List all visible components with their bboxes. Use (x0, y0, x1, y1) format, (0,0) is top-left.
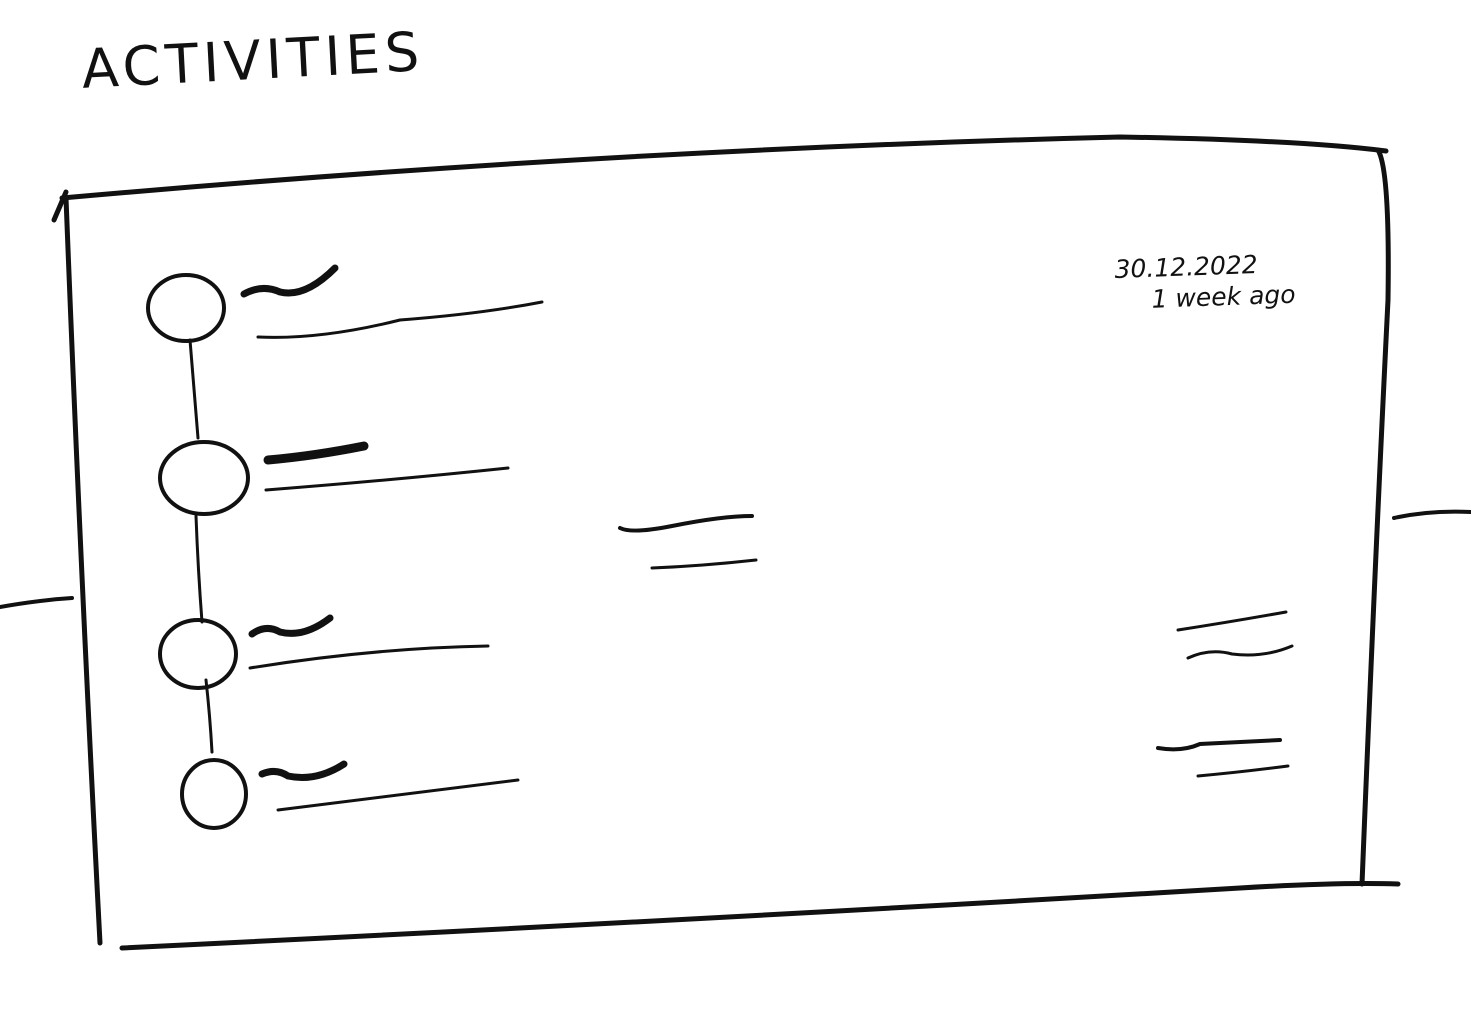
background-line-right (1392, 509, 1471, 520)
item-title-line (248, 614, 334, 638)
timeline-item[interactable] (176, 752, 526, 832)
item-description-line (264, 466, 510, 492)
timeline-item[interactable] (154, 436, 514, 522)
item-title-line (240, 264, 339, 298)
background-line-left (0, 596, 74, 609)
item-title-line (263, 441, 369, 465)
item-title-line (258, 760, 348, 781)
item-description-line (256, 300, 544, 339)
activity-card-frame (51, 134, 1401, 951)
timeline-node-icon (180, 758, 248, 830)
right-text-placeholder (1170, 604, 1300, 666)
timeline-node-icon (146, 273, 226, 343)
activity-meta: 30.12.2022 1 week ago (1114, 247, 1326, 317)
right-text-placeholder (1152, 730, 1298, 786)
activity-date: 30.12.2022 (1114, 250, 1259, 284)
center-text-placeholder (612, 506, 764, 578)
timeline-node-icon (158, 618, 238, 690)
item-description-line (248, 644, 490, 670)
item-description-line (276, 778, 520, 812)
timeline-item[interactable] (154, 610, 494, 694)
timeline-item[interactable] (140, 258, 550, 348)
timeline-node-icon (158, 440, 250, 516)
